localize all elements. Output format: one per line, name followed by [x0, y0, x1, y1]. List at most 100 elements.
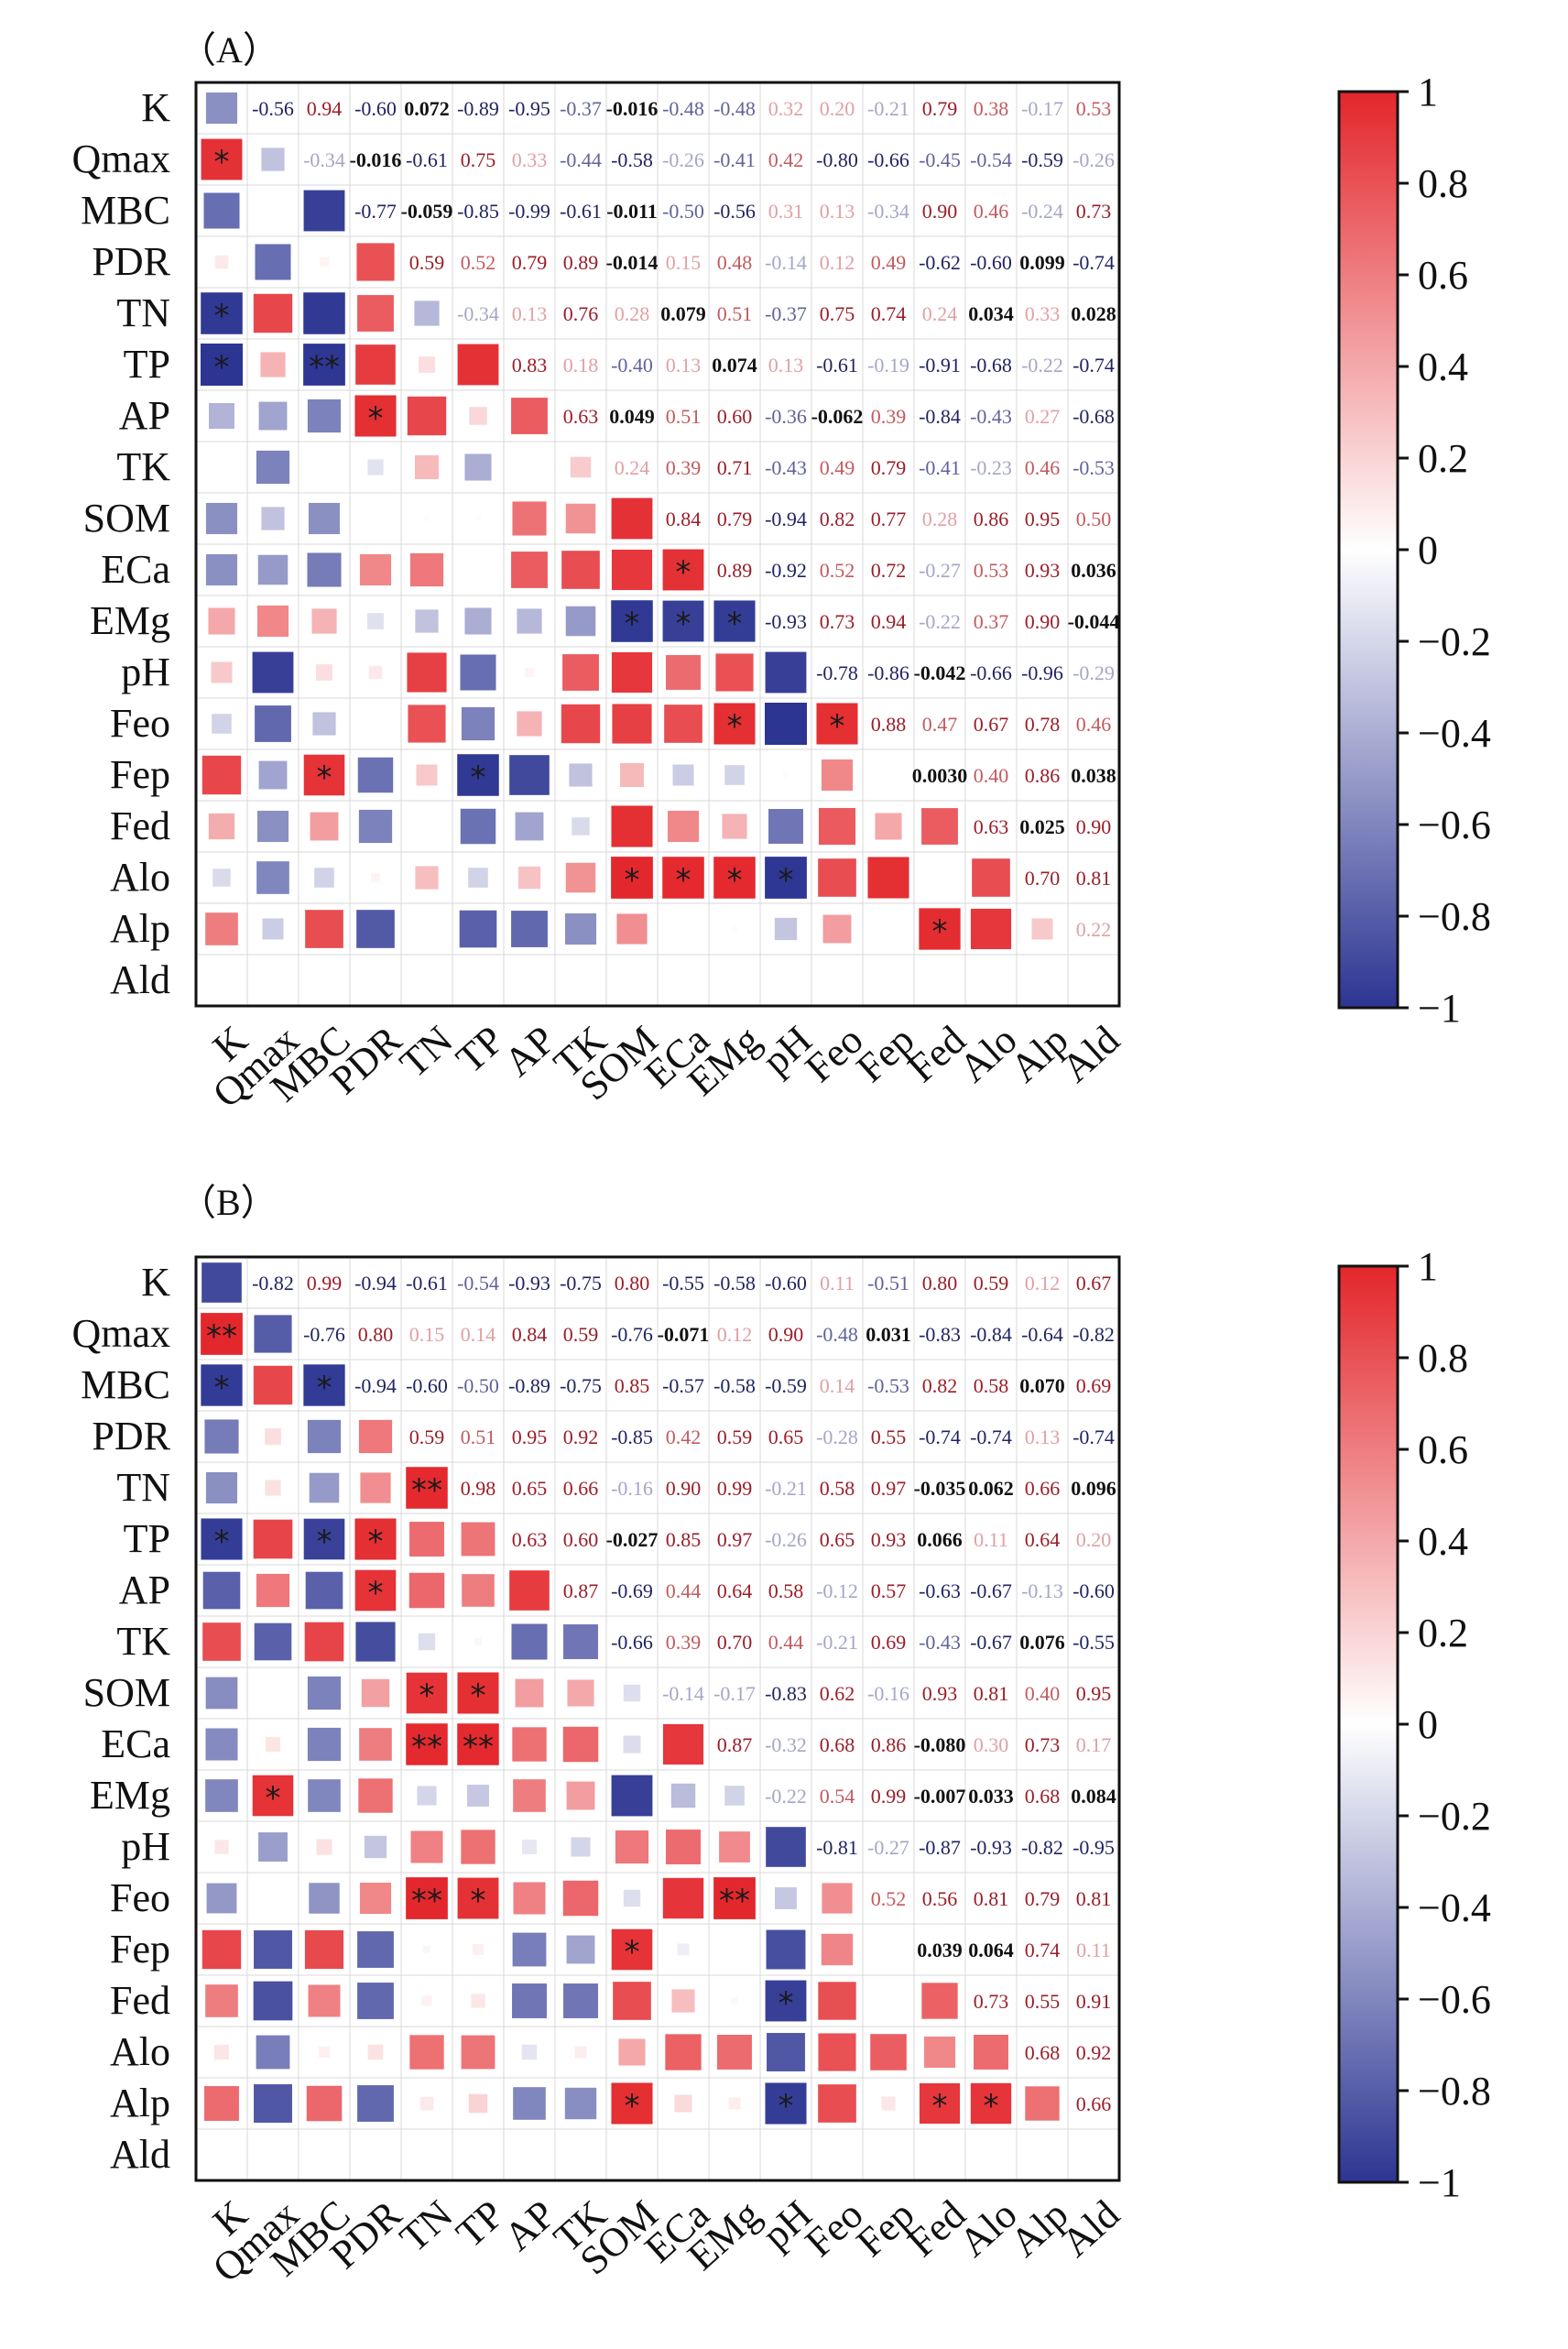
correlation-square: [717, 2035, 752, 2070]
correlation-value: 0.11: [1076, 1939, 1111, 1961]
correlation-value: 0.63: [563, 405, 599, 428]
correlation-square: [355, 1622, 396, 1662]
correlation-value: 0.52: [871, 1887, 907, 1910]
correlation-square: [201, 292, 243, 334]
correlation-square: [511, 398, 548, 434]
correlation-value: 0.099: [1019, 251, 1065, 274]
colorbar-tick-label: −0.8: [1418, 2069, 1491, 2114]
correlation-square: [471, 1994, 485, 2008]
correlation-value: 0.025: [1019, 815, 1065, 838]
correlation-square: [261, 147, 285, 171]
correlation-value: 0.12: [1025, 1272, 1061, 1295]
correlation-value: 0.48: [717, 251, 753, 274]
correlation-heatmap-b: （B）K Qmax MBC PDR TN TP AP TK SOM ECa EMg pH Feo Fep F…: [71, 1182, 1491, 2291]
correlation-square: [415, 609, 439, 633]
correlation-value: -0.36: [765, 405, 807, 428]
correlation-square: [728, 2097, 741, 2110]
row-label: Qmax: [71, 1311, 170, 1356]
correlation-square: [415, 866, 439, 890]
correlation-value: 0.65: [768, 1426, 804, 1448]
correlation-square: [414, 454, 440, 480]
correlation-square: [208, 813, 235, 840]
correlation-value: 0.52: [461, 251, 496, 274]
correlation-square: [368, 665, 383, 680]
correlation-square: [418, 1633, 436, 1651]
col-label: Ald: [1053, 1017, 1128, 1091]
correlation-value: 0.84: [666, 508, 702, 530]
correlation-value: 0.12: [717, 1323, 753, 1346]
correlation-value: 0.80: [922, 1272, 958, 1295]
correlation-square: [318, 2046, 331, 2059]
correlation-square: [665, 2034, 702, 2070]
correlation-square: [316, 1839, 332, 1855]
correlation-value: 0.64: [717, 1579, 753, 1602]
correlation-value: -0.34: [457, 302, 499, 325]
correlation-square: [201, 1518, 243, 1560]
correlation-square: [419, 356, 435, 373]
correlation-square: [512, 1983, 547, 2018]
correlation-square: [423, 515, 430, 522]
correlation-square: [406, 1467, 448, 1509]
correlation-value: 0.49: [871, 251, 907, 274]
correlation-value: 0.30: [974, 1733, 1009, 1756]
correlation-value: 0.084: [1071, 1785, 1116, 1808]
colorbar-tick-label: −1: [1418, 2160, 1461, 2205]
correlation-square: [724, 1786, 745, 1806]
correlation-value: 0.99: [717, 1477, 753, 1500]
correlation-value: 0.15: [666, 251, 702, 274]
correlation-value: 0.90: [666, 1477, 702, 1500]
correlation-value: -0.61: [560, 200, 602, 223]
correlation-value: -0.41: [713, 148, 756, 171]
correlation-square: [719, 1831, 750, 1863]
row-label: Ald: [110, 957, 170, 1002]
row-label: Feo: [110, 701, 170, 746]
significance-mark: *: [266, 1780, 281, 1817]
correlation-value: -0.16: [611, 1477, 653, 1500]
correlation-square: [567, 1679, 594, 1707]
correlation-value: 0.066: [917, 1528, 963, 1551]
correlation-square: [623, 1684, 641, 1702]
correlation-value: 0.77: [871, 508, 907, 530]
row-label: TN: [116, 290, 170, 335]
correlation-value: 0.92: [563, 1426, 599, 1448]
correlation-square: [354, 1518, 397, 1560]
correlation-square: [361, 1678, 390, 1708]
row-label: Alp: [110, 2081, 170, 2125]
correlation-value: 0.20: [820, 97, 855, 120]
row-label: TN: [116, 1465, 170, 1510]
correlation-value: 0.85: [615, 1374, 650, 1397]
correlation-value: 0.74: [871, 302, 907, 325]
correlation-value: 0.95: [512, 1426, 548, 1448]
correlation-square: [367, 459, 384, 475]
correlation-value: -0.93: [765, 610, 807, 633]
correlation-square: [205, 1471, 238, 1504]
correlation-value: 0.67: [1076, 1272, 1112, 1295]
correlation-value: -0.19: [867, 354, 909, 377]
correlation-value: -0.60: [970, 251, 1012, 274]
colorbar-tick-label: 0.8: [1418, 161, 1468, 206]
correlation-value: -0.044: [1068, 610, 1120, 633]
correlation-square: [205, 502, 238, 535]
correlation-value: 0.81: [974, 1887, 1009, 1910]
correlation-value: 0.74: [1025, 1939, 1061, 1961]
correlation-heatmap-a: （A）K Qmax MBC PDR TN TP AP TK SOM ECa EMg pH Feo Fep F…: [71, 29, 1490, 1117]
correlation-square: [357, 1931, 394, 1968]
significance-mark: *: [676, 554, 691, 591]
correlation-square: [565, 503, 596, 534]
correlation-value: 0.039: [917, 1939, 963, 1961]
correlation-value: 0.79: [871, 456, 907, 479]
correlation-square: [258, 760, 288, 790]
colorbar-tick-label: 0.8: [1418, 1336, 1468, 1381]
correlation-value: 0.99: [871, 1785, 907, 1808]
correlation-square: [201, 138, 243, 180]
correlation-square: [765, 703, 807, 745]
correlation-value: -0.95: [508, 97, 550, 120]
significance-mark: *: [368, 1524, 384, 1560]
row-label: AP: [119, 1568, 170, 1612]
correlation-square: [765, 2082, 807, 2125]
correlation-square: [619, 762, 645, 788]
correlation-square: [468, 868, 488, 888]
significance-mark: *: [471, 1677, 486, 1714]
correlation-square: [970, 908, 1012, 950]
colorbar-tick-label: 0.6: [1418, 1427, 1468, 1472]
